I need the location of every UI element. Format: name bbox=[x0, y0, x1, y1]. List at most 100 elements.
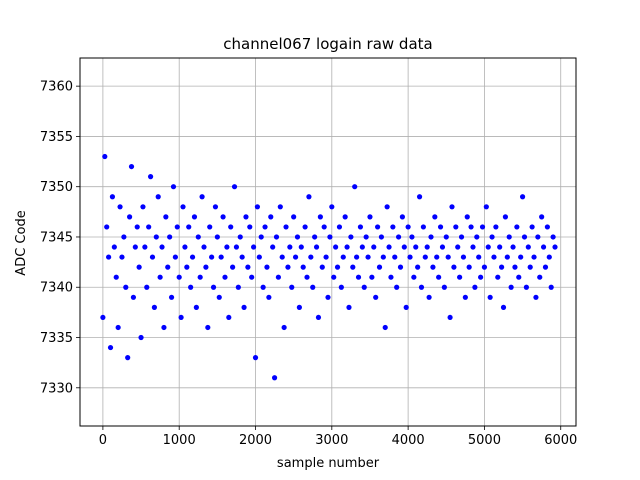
data-point bbox=[149, 254, 156, 260]
data-point bbox=[352, 184, 358, 190]
data-point bbox=[121, 234, 127, 240]
data-point bbox=[252, 355, 259, 361]
data-point bbox=[100, 314, 106, 321]
data-point bbox=[193, 304, 199, 310]
data-point bbox=[548, 284, 554, 290]
y-tick-label: 7350 bbox=[40, 180, 73, 195]
data-point bbox=[308, 254, 314, 260]
data-point bbox=[426, 294, 432, 300]
x-tick-label: 0 bbox=[99, 433, 107, 448]
data-point bbox=[487, 294, 493, 300]
data-point bbox=[409, 234, 415, 240]
data-point bbox=[161, 324, 167, 331]
data-point bbox=[220, 214, 226, 220]
x-tick-label: 4000 bbox=[392, 433, 425, 448]
data-point bbox=[500, 304, 507, 310]
data-point bbox=[443, 234, 449, 240]
data-point bbox=[491, 254, 497, 260]
data-point bbox=[401, 244, 407, 250]
data-point bbox=[222, 274, 228, 280]
y-tick-label: 7340 bbox=[40, 281, 73, 296]
data-point bbox=[111, 244, 117, 250]
data-point bbox=[479, 224, 486, 230]
data-point bbox=[226, 314, 232, 321]
data-point bbox=[348, 234, 354, 240]
data-point bbox=[361, 284, 367, 290]
data-point bbox=[483, 204, 489, 210]
data-point bbox=[189, 254, 196, 260]
data-point bbox=[518, 254, 524, 260]
data-point bbox=[113, 274, 119, 280]
data-point bbox=[333, 244, 339, 250]
data-point bbox=[262, 224, 268, 230]
data-point bbox=[388, 274, 394, 280]
data-point bbox=[537, 274, 543, 280]
data-point bbox=[312, 234, 318, 240]
data-point bbox=[159, 244, 165, 250]
data-point bbox=[455, 244, 461, 250]
data-point bbox=[281, 324, 287, 331]
data-point bbox=[380, 254, 386, 260]
x-tick-label: 3000 bbox=[315, 433, 348, 448]
data-point bbox=[371, 244, 377, 250]
data-point bbox=[386, 244, 392, 250]
data-point bbox=[178, 314, 184, 321]
data-point bbox=[277, 204, 283, 210]
data-point bbox=[188, 284, 194, 290]
data-point bbox=[167, 234, 173, 240]
data-point bbox=[172, 254, 178, 260]
data-point bbox=[422, 254, 428, 260]
data-point bbox=[155, 194, 161, 200]
data-point bbox=[117, 204, 123, 210]
data-point bbox=[247, 224, 253, 230]
data-point bbox=[478, 274, 484, 280]
data-point bbox=[523, 284, 530, 290]
data-point bbox=[355, 274, 362, 280]
data-point bbox=[279, 254, 285, 260]
data-point bbox=[151, 304, 157, 310]
data-point bbox=[365, 254, 371, 260]
data-point bbox=[256, 254, 262, 260]
data-point bbox=[342, 214, 348, 220]
data-point bbox=[533, 294, 539, 300]
data-point bbox=[218, 254, 224, 260]
data-point bbox=[237, 234, 243, 240]
data-point bbox=[453, 224, 459, 230]
data-point bbox=[109, 194, 116, 200]
data-point bbox=[230, 264, 236, 270]
data-point bbox=[519, 194, 526, 200]
data-point bbox=[363, 234, 369, 240]
x-axis-label: sample number bbox=[277, 456, 380, 471]
data-point bbox=[430, 264, 436, 270]
data-point bbox=[499, 264, 505, 270]
data-point bbox=[300, 264, 306, 270]
data-point bbox=[413, 244, 419, 250]
chart-title: channel067 logain raw data bbox=[223, 35, 432, 53]
data-point bbox=[201, 244, 207, 250]
data-point bbox=[294, 234, 301, 240]
data-point bbox=[138, 334, 144, 341]
data-point bbox=[458, 234, 465, 240]
data-point bbox=[191, 214, 198, 220]
data-point bbox=[134, 224, 140, 230]
data-point bbox=[418, 284, 425, 290]
data-point bbox=[157, 274, 163, 280]
data-point bbox=[546, 254, 552, 260]
data-point bbox=[315, 314, 322, 321]
data-point bbox=[460, 254, 467, 260]
data-point bbox=[497, 244, 503, 250]
data-point bbox=[123, 284, 129, 290]
data-point bbox=[531, 254, 537, 260]
data-point bbox=[205, 324, 211, 331]
data-point bbox=[420, 224, 426, 230]
data-point bbox=[195, 234, 201, 240]
data-point bbox=[292, 254, 299, 260]
data-point bbox=[390, 224, 396, 230]
data-point bbox=[317, 214, 323, 220]
data-point bbox=[180, 204, 186, 210]
data-point bbox=[296, 304, 302, 310]
data-point bbox=[273, 234, 280, 240]
data-point bbox=[407, 254, 413, 260]
data-point bbox=[233, 244, 240, 250]
y-axis-ticks: 7330 7335 7340 7345 7350 7355 7360 bbox=[40, 80, 80, 396]
